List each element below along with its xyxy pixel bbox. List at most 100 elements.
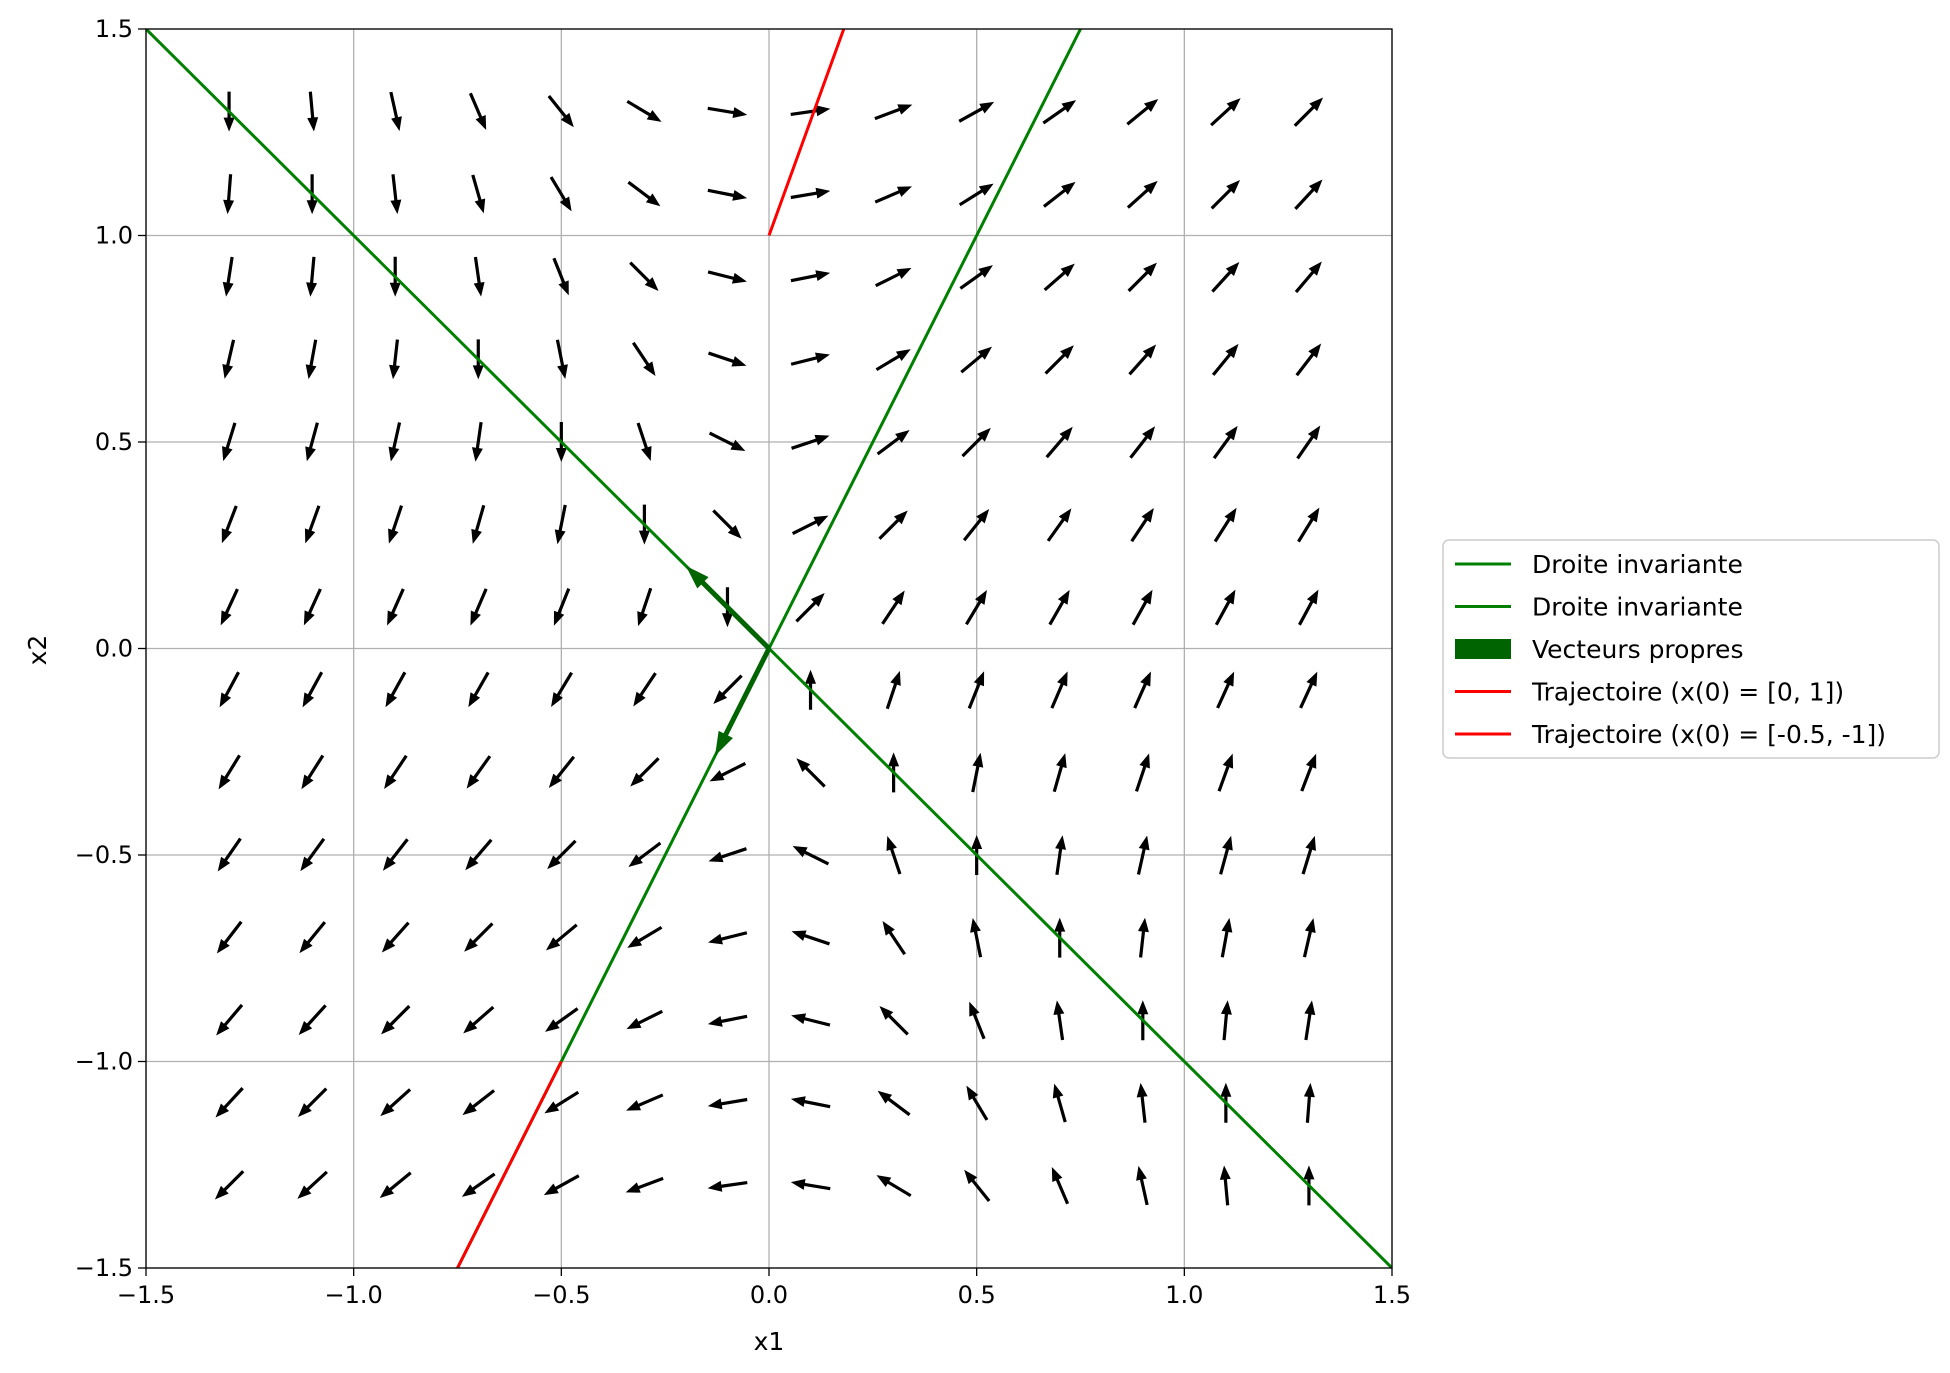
quiver-arrow — [708, 431, 746, 451]
quiver-arrow — [1211, 262, 1240, 293]
quiver-arrow — [1304, 1000, 1316, 1041]
quiver-arrow — [1046, 508, 1072, 542]
legend-box — [1442, 539, 1940, 759]
quiver-arrow — [305, 339, 318, 380]
quiver-arrow — [1293, 97, 1324, 127]
quiver-arrow — [1136, 835, 1150, 875]
quiver-arrow — [882, 920, 907, 956]
quiver-arrow — [544, 1090, 580, 1114]
quiver-arrow — [874, 104, 913, 121]
quiver-arrow — [1133, 671, 1151, 709]
x-tick-label: −1.0 — [325, 1281, 383, 1309]
quiver-arrow — [307, 91, 319, 132]
quiver-arrow — [969, 1001, 986, 1040]
quiver-arrow — [971, 752, 984, 793]
quiver-arrow — [1294, 261, 1322, 294]
quiver-arrow — [875, 267, 912, 288]
quiver-arrow — [471, 504, 486, 544]
quiver-arrow — [298, 1004, 327, 1035]
quiver-arrow — [970, 917, 983, 958]
quiver-arrow — [465, 838, 493, 871]
quiver-arrow — [299, 921, 327, 954]
quiver-arrow — [1296, 425, 1321, 460]
quiver-arrow — [790, 105, 831, 117]
quiver-arrow — [221, 505, 238, 544]
y-tick-label: −1.5 — [75, 1254, 133, 1282]
quiver-arrow — [960, 346, 993, 374]
quiver-arrow — [876, 430, 910, 456]
quiver-arrow — [301, 754, 325, 790]
quiver-arrow — [627, 925, 663, 948]
quiver-arrow — [552, 257, 569, 296]
quiver-arrow — [707, 1014, 748, 1027]
quiver-arrow — [222, 339, 236, 379]
quiver-arrow — [628, 841, 662, 867]
quiver-arrow — [791, 434, 830, 450]
quiver-arrow — [1042, 100, 1077, 125]
quiver-arrow — [1220, 1000, 1232, 1041]
trajectory-line-3 — [767, 29, 846, 237]
quiver-arrow — [1211, 343, 1239, 376]
quiver-arrow — [1052, 753, 1067, 793]
quiver-arrow — [387, 588, 405, 626]
quiver-arrow — [877, 1090, 911, 1117]
quiver-arrow — [959, 265, 993, 290]
quiver-arrow — [708, 847, 747, 863]
quiver-arrow — [1126, 98, 1159, 126]
quiver-arrow — [878, 510, 908, 540]
quiver-arrow — [1298, 589, 1319, 626]
eigenvector-arrow-0 — [685, 565, 771, 651]
quiver-arrow — [707, 188, 748, 201]
quiver-arrow — [709, 762, 747, 782]
quiver-arrow — [1136, 1082, 1148, 1123]
quiver-arrow — [1052, 1083, 1067, 1123]
y-tick-label: 0.0 — [95, 635, 133, 663]
quiver-arrow — [795, 593, 825, 623]
quiver-arrow — [381, 1004, 411, 1035]
quiver-arrow — [1216, 671, 1235, 709]
quiver-arrow — [470, 588, 488, 626]
quiver-arrow — [1210, 98, 1241, 127]
vector-field — [214, 91, 1324, 1206]
quiver-arrow — [306, 256, 318, 297]
quiver-arrow — [629, 261, 659, 291]
quiver-arrow — [1299, 671, 1318, 709]
quiver-arrow — [1128, 344, 1157, 376]
eigenvector-arrow-1 — [715, 647, 772, 756]
quiver-arrow — [1043, 263, 1075, 292]
quiver-arrow — [471, 174, 486, 214]
quiver-arrow — [958, 183, 994, 207]
x-axis-ticks: −1.5 −1.0 −0.5 0.0 0.5 1.0 1.5 — [117, 1268, 1411, 1309]
quiver-arrow — [1055, 835, 1067, 876]
quiver-arrow — [216, 920, 243, 954]
x-tick-label: −0.5 — [532, 1281, 590, 1309]
quiver-arrow — [1212, 425, 1238, 460]
quiver-arrow — [630, 757, 660, 787]
quiver-arrow — [712, 509, 742, 539]
quiver-arrow — [626, 1093, 664, 1111]
quiver-arrow — [388, 505, 404, 544]
quiver-arrow — [222, 422, 237, 462]
quiver-arrow — [707, 1180, 748, 1192]
legend: Droite invariante Droite invariante Vecteu… — [1442, 539, 1940, 759]
quiver-arrow — [220, 588, 239, 626]
quiver-arrow — [966, 1085, 989, 1121]
quiver-arrow — [1126, 180, 1158, 209]
quiver-arrow — [707, 1097, 748, 1110]
y-tick-label: 1.5 — [95, 15, 133, 43]
quiver-arrow — [215, 1087, 244, 1118]
quiver-arrow — [1129, 426, 1156, 459]
quiver-arrow — [631, 341, 656, 377]
y-tick-label: 0.5 — [95, 428, 133, 456]
quiver-arrow — [385, 671, 407, 708]
quiver-arrow — [381, 921, 410, 953]
quiver-arrow — [875, 349, 911, 372]
legend-label: Droite invariante — [1532, 593, 1743, 622]
quiver-arrow — [708, 931, 748, 945]
x-tick-label: 1.0 — [1165, 1281, 1203, 1309]
quiver-arrow — [791, 515, 829, 535]
quiver-arrow — [626, 1009, 663, 1030]
quiver-arrow — [876, 1175, 912, 1198]
quiver-arrow — [965, 590, 987, 626]
